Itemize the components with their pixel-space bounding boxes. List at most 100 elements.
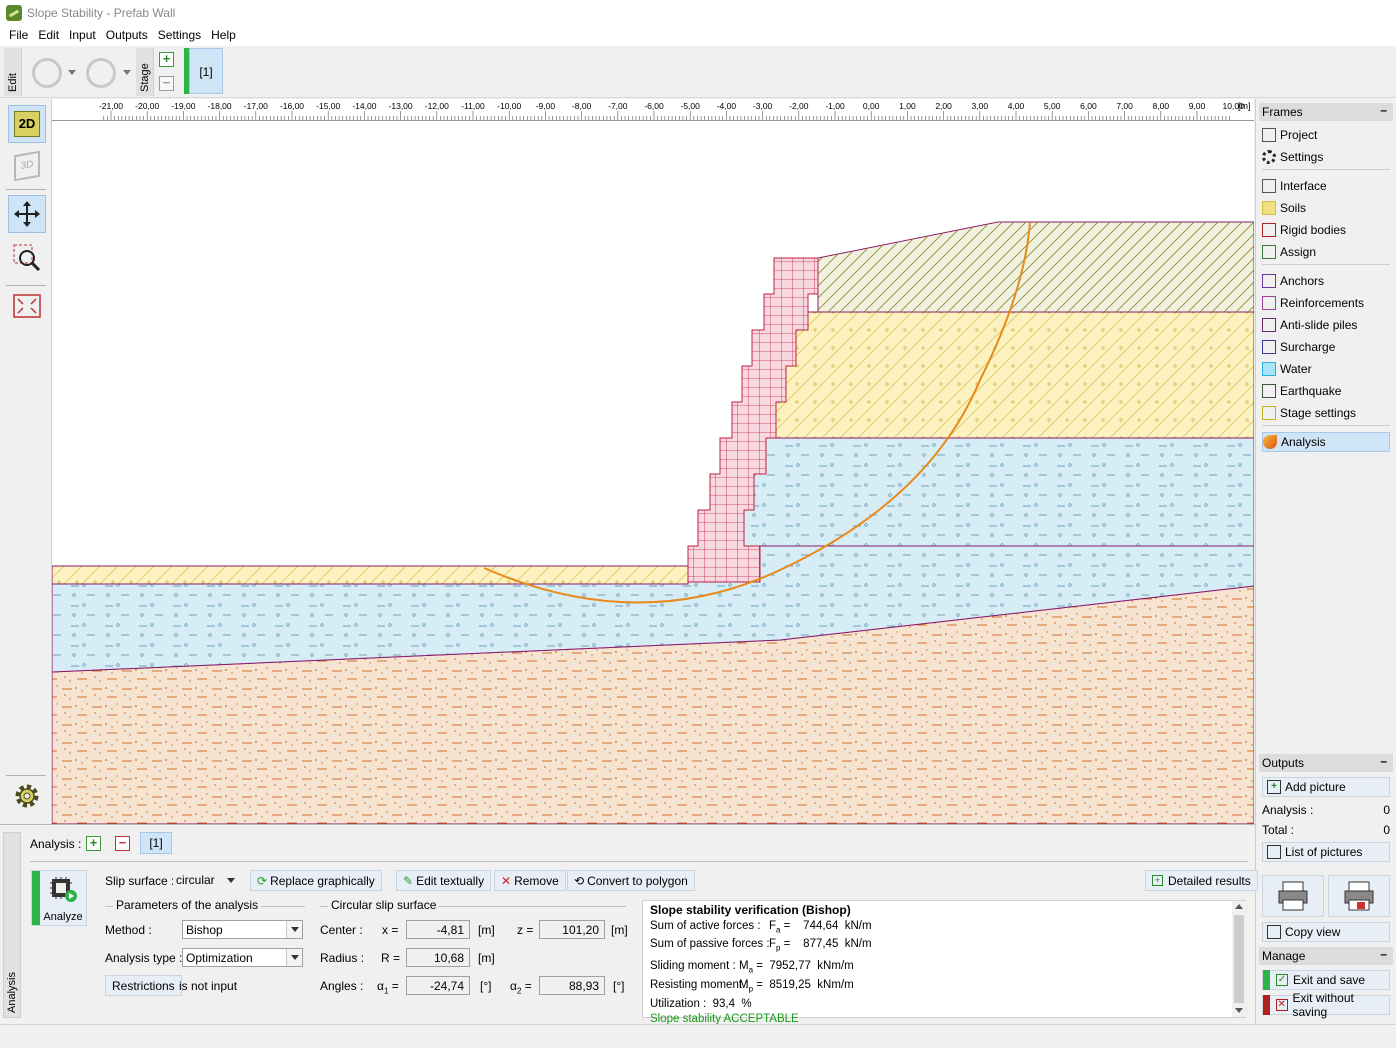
stage-tab-1[interactable]: [1] bbox=[189, 48, 223, 94]
convert-icon: ⟲ bbox=[574, 873, 585, 888]
undo-icon[interactable] bbox=[32, 58, 62, 88]
restrictions-button[interactable]: Restrictions bbox=[105, 975, 182, 996]
pile-icon bbox=[1262, 318, 1276, 332]
zoom-tool-button[interactable] bbox=[8, 239, 46, 277]
menu-input[interactable]: Input bbox=[69, 28, 96, 42]
method-select[interactable]: Bishop bbox=[182, 920, 303, 939]
analysis-vtab: Analysis bbox=[3, 832, 21, 1018]
stage-vtab: Stage bbox=[136, 48, 154, 96]
reinforcement-icon bbox=[1262, 296, 1276, 310]
menu-settings[interactable]: Settings bbox=[157, 28, 202, 42]
frame-anchors[interactable]: Anchors bbox=[1262, 271, 1390, 291]
frame-interface[interactable]: Interface bbox=[1262, 176, 1390, 196]
frame-project[interactable]: Project bbox=[1262, 125, 1390, 145]
analysis-tab-1[interactable]: [1] bbox=[140, 832, 172, 854]
frame-soils[interactable]: Soils bbox=[1262, 198, 1390, 218]
frame-surcharge[interactable]: Surcharge bbox=[1262, 337, 1390, 357]
undo-dropdown-icon[interactable] bbox=[68, 70, 76, 75]
add-analysis-button[interactable]: + bbox=[86, 836, 101, 851]
convert-to-polygon-button[interactable]: ⟲ Convert to polygon bbox=[567, 870, 695, 891]
close-icon: ✕ bbox=[1275, 999, 1288, 1011]
settings-tool-button[interactable] bbox=[8, 777, 46, 815]
menu-file[interactable]: File bbox=[9, 28, 29, 42]
results-box: Slope stability verification (Bishop) Su… bbox=[642, 900, 1246, 1025]
edit-tab[interactable]: Edit bbox=[4, 48, 22, 96]
ruler-tick-label: -19,00 bbox=[171, 101, 195, 111]
exit-without-saving-button[interactable]: ✕ Exit without saving bbox=[1262, 991, 1390, 1019]
ruler-tick-label: -3,00 bbox=[753, 101, 773, 111]
frame-rigid-bodies[interactable]: Rigid bodies bbox=[1262, 220, 1390, 240]
title-bar: Slope Stability - Prefab Wall bbox=[0, 0, 1396, 26]
printer-preview-icon bbox=[1344, 881, 1374, 911]
frame-settings[interactable]: Settings bbox=[1262, 147, 1390, 167]
collapse-icon[interactable]: – bbox=[1380, 754, 1387, 768]
frame-reinforcements[interactable]: Reinforcements bbox=[1262, 293, 1390, 313]
analysis-type-select[interactable]: Optimization bbox=[182, 948, 303, 967]
center-x-field[interactable]: -4,81 bbox=[406, 920, 470, 939]
slip-surface-select[interactable]: circular bbox=[173, 871, 241, 890]
ruler-tick-label: -5,00 bbox=[681, 101, 701, 111]
analysis-stage-label: Analysis : bbox=[30, 837, 82, 851]
menu-edit[interactable]: Edit bbox=[38, 28, 60, 42]
drawing-canvas[interactable] bbox=[52, 121, 1254, 824]
exit-and-save-button[interactable]: ✓ Exit and save bbox=[1262, 970, 1390, 990]
copy-icon bbox=[1267, 925, 1281, 939]
print-preview-button[interactable] bbox=[1328, 875, 1390, 917]
frames-divider bbox=[1262, 264, 1390, 265]
frame-analysis[interactable]: Analysis bbox=[1262, 432, 1390, 452]
alpha2-label: α2 = bbox=[510, 979, 532, 996]
collapse-icon[interactable]: – bbox=[1380, 947, 1387, 961]
list-of-pictures-button[interactable]: List of pictures bbox=[1262, 842, 1390, 862]
frame-anti-slide-piles[interactable]: Anti-slide piles bbox=[1262, 315, 1390, 335]
menu-help[interactable]: Help bbox=[211, 28, 236, 42]
edit-textually-button[interactable]: ✎ Edit textually bbox=[396, 870, 492, 891]
alpha2-field[interactable]: 88,93 bbox=[539, 976, 605, 995]
collapse-icon[interactable]: – bbox=[1380, 103, 1387, 117]
analyze-button[interactable]: Analyze bbox=[31, 870, 87, 926]
ruler-tick-label: -10,00 bbox=[497, 101, 521, 111]
frame-earthquake[interactable]: Earthquake bbox=[1262, 381, 1390, 401]
redo-icon[interactable] bbox=[86, 58, 116, 88]
ruler-tick-label: -4,00 bbox=[717, 101, 737, 111]
divider bbox=[30, 861, 1248, 862]
frames-divider bbox=[1262, 169, 1390, 170]
ruler-tick-label: 3,00 bbox=[972, 101, 989, 111]
frames-header: Frames – bbox=[1259, 103, 1393, 121]
frame-stage-settings[interactable]: Stage settings bbox=[1262, 403, 1390, 423]
print-button[interactable] bbox=[1262, 875, 1324, 917]
ruler-tick-label: -6,00 bbox=[644, 101, 664, 111]
ruler-tick-label: -11,00 bbox=[461, 101, 485, 111]
fit-view-button[interactable] bbox=[8, 287, 46, 325]
center-z-field[interactable]: 101,20 bbox=[539, 920, 605, 939]
scroll-up-icon[interactable] bbox=[1235, 904, 1243, 909]
move-tool-button[interactable] bbox=[8, 195, 46, 233]
results-icon: + bbox=[1152, 875, 1163, 886]
toolbar: Edit Stage + − [1] bbox=[0, 46, 1396, 98]
remove-analysis-button[interactable]: − bbox=[115, 836, 130, 851]
view-2d-button[interactable]: 2D bbox=[8, 105, 46, 143]
ruler-tick-label: -15,00 bbox=[316, 101, 340, 111]
frame-assign[interactable]: Assign bbox=[1262, 242, 1390, 262]
surcharge-icon bbox=[1262, 340, 1276, 354]
frame-water[interactable]: Water bbox=[1262, 359, 1390, 379]
results-scrollbar[interactable] bbox=[1232, 901, 1246, 1017]
stage-settings-icon bbox=[1262, 406, 1276, 420]
analysis-count: 0 bbox=[1383, 803, 1390, 817]
remove-stage-button[interactable]: − bbox=[159, 76, 174, 91]
view-3d-button[interactable]: 3D bbox=[8, 147, 46, 185]
scroll-down-icon[interactable] bbox=[1235, 1008, 1243, 1013]
add-stage-button[interactable]: + bbox=[159, 52, 174, 67]
redo-dropdown-icon[interactable] bbox=[123, 70, 131, 75]
ruler-tick-label: -7,00 bbox=[608, 101, 628, 111]
replace-graphically-button[interactable]: ⟳ Replace graphically bbox=[250, 870, 382, 891]
menu-outputs[interactable]: Outputs bbox=[105, 28, 148, 42]
radius-field[interactable]: 10,68 bbox=[406, 948, 470, 967]
alpha1-field[interactable]: -24,74 bbox=[406, 976, 470, 995]
remove-button[interactable]: ✕ Remove bbox=[494, 870, 566, 891]
detailed-results-button[interactable]: + Detailed results bbox=[1145, 870, 1258, 891]
copy-view-button[interactable]: Copy view bbox=[1262, 922, 1390, 942]
add-picture-button[interactable]: + Add picture bbox=[1262, 777, 1390, 797]
group-divider bbox=[320, 906, 626, 907]
scroll-thumb[interactable] bbox=[1234, 915, 1244, 1003]
soil-icon bbox=[1262, 201, 1276, 215]
